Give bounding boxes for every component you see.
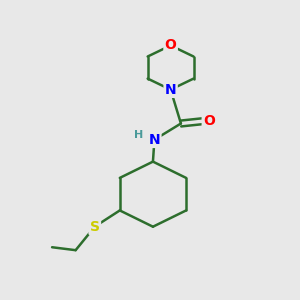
Text: O: O	[203, 114, 215, 128]
Text: O: O	[165, 38, 176, 52]
Text: S: S	[90, 220, 100, 234]
Text: N: N	[165, 82, 176, 97]
Text: N: N	[148, 133, 160, 147]
Text: H: H	[134, 130, 143, 140]
